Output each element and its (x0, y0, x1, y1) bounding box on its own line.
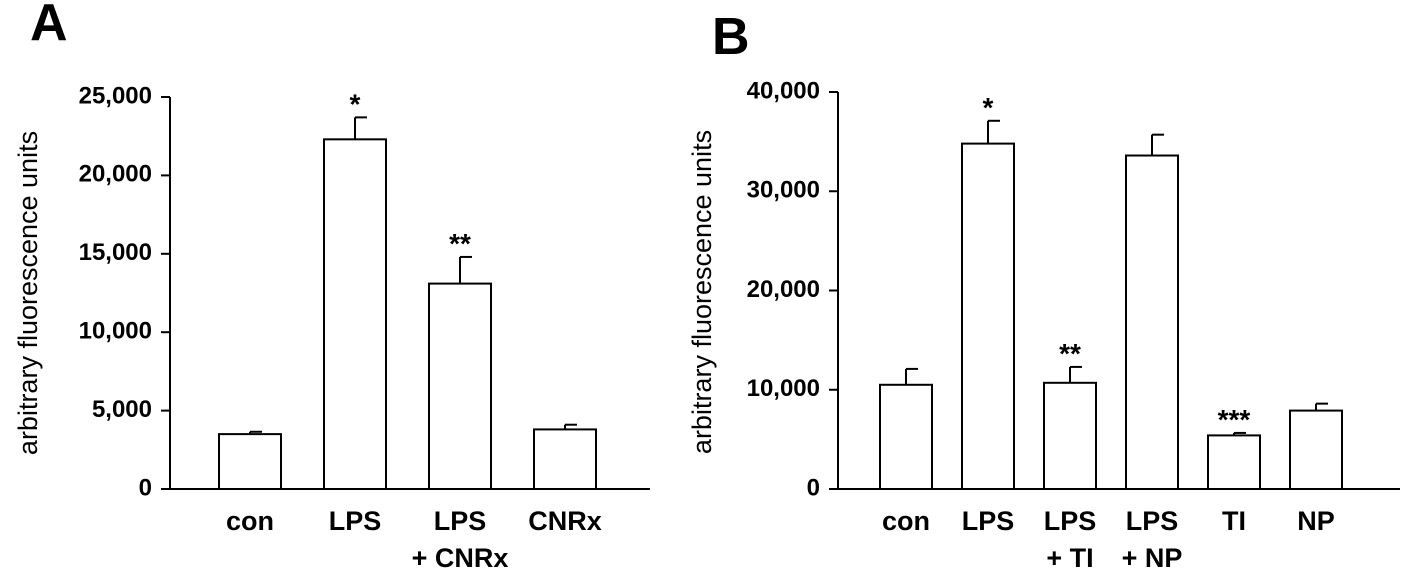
panel-b-y-axis-label: arbitrary fluorescence units (687, 130, 717, 454)
panel-b-category-label: LPS (962, 506, 1015, 536)
panel-a-category-sublabel: + CNRx (412, 543, 509, 573)
panel-b-bar (1125, 154, 1179, 491)
panel-a-category-label: LPS (329, 506, 382, 536)
panel-b-y-tick-label: 0 (807, 474, 820, 501)
panel-a-y-tick-label: 20,000 (79, 161, 152, 188)
panel-b-y-tick-label: 30,000 (747, 177, 820, 204)
panel-b-y-tick-label: 20,000 (747, 276, 820, 303)
panel-b-category-sublabel: + NP (1122, 543, 1183, 573)
panel-b-bar (879, 383, 933, 491)
panel-a-bar (218, 433, 282, 490)
panel-a-significance-marker: ** (449, 228, 471, 259)
panel-b-significance-marker: *** (1218, 404, 1251, 435)
panel-b-category-label: NP (1297, 506, 1335, 536)
panel-b-category-label: TI (1222, 506, 1246, 536)
panel-a-category-label: CNRx (528, 506, 602, 536)
panel-b-bar (1289, 409, 1343, 490)
panel-b-category-label: LPS (1126, 506, 1179, 536)
panel-a-bar (323, 138, 387, 490)
panel-a-y-tick-label: 0 (139, 474, 152, 501)
panel-a-y-axis-label: arbitrary fluorescence units (13, 131, 43, 455)
panel-b-category-label: LPS (1044, 506, 1097, 536)
panel-b-y-tick-label: 10,000 (747, 375, 820, 402)
panel-b-bar (1043, 381, 1097, 490)
panel-a-bar (533, 428, 597, 490)
panel-a-significance-marker: * (350, 88, 361, 119)
panel-b-significance-marker: * (983, 92, 994, 123)
panel-a-category-label: LPS (434, 506, 487, 536)
panel-b-bar (961, 142, 1015, 491)
panel-b-category-label: con (882, 506, 930, 536)
panel-b-significance-marker: ** (1059, 338, 1081, 369)
panel-a-letter: A (30, 0, 68, 52)
panel-a-y-tick-label: 15,000 (79, 239, 152, 266)
panel-a-bar (428, 282, 492, 491)
panel-a-y-tick-label: 5,000 (92, 396, 152, 423)
panel-b-y-tick-label: 40,000 (747, 77, 820, 104)
panel-a-y-tick-label: 10,000 (79, 318, 152, 345)
panel-b-category-sublabel: + TI (1046, 543, 1093, 573)
panel-a-y-tick-label: 25,000 (79, 82, 152, 109)
panel-a-category-label: con (226, 506, 274, 536)
panel-b-letter: B (712, 8, 750, 66)
panel-b-bar (1207, 434, 1261, 490)
